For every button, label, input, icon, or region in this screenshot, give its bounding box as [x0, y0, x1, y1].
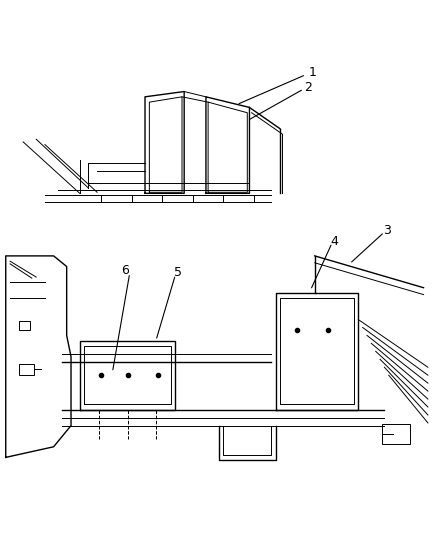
Bar: [382, 424, 410, 444]
Text: 4: 4: [330, 235, 338, 247]
Text: 2: 2: [304, 81, 312, 94]
Text: 1: 1: [309, 67, 317, 79]
Text: 5: 5: [173, 266, 182, 279]
Text: 6: 6: [121, 264, 129, 277]
Text: 3: 3: [383, 224, 391, 237]
Bar: [19, 320, 30, 330]
Bar: [19, 364, 34, 375]
